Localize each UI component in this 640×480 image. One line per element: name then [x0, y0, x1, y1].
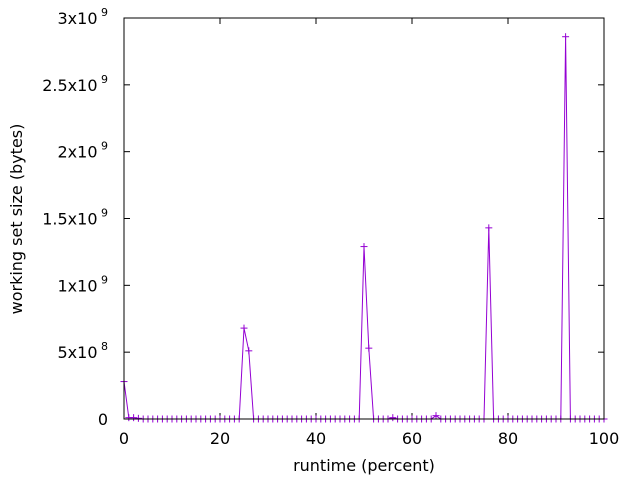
y-axis-label: working set size (bytes)	[7, 124, 26, 315]
x-tick-label: 80	[498, 429, 518, 448]
y-tick-exponent: 9	[98, 73, 109, 86]
y-tick-mantissa: 5x10	[57, 343, 97, 362]
y-tick-label: 1x10 9	[57, 273, 108, 295]
y-tick-label: 2x10 9	[57, 140, 108, 162]
data-point-marker	[134, 414, 142, 422]
y-tick-mantissa: 2x10	[57, 143, 97, 162]
y-tick-exponent: 9	[98, 207, 109, 220]
data-point-marker	[485, 224, 493, 232]
y-tick-mantissa: 1x10	[57, 276, 97, 295]
y-tick-label: 0	[98, 410, 108, 429]
y-tick-mantissa: 2.5x10	[42, 76, 97, 95]
y-tick-label: 5x10 8	[57, 340, 108, 362]
plot-border	[123, 17, 605, 420]
x-tick-label: 0	[119, 429, 129, 448]
y-tick-mantissa: 0	[98, 410, 108, 429]
x-tick-label: 20	[210, 429, 230, 448]
y-tick-label: 3x10 9	[57, 6, 108, 28]
data-point-marker	[365, 344, 373, 352]
data-point-marker	[432, 412, 440, 420]
data-point-marker	[389, 414, 397, 422]
y-tick-exponent: 9	[98, 6, 109, 19]
y-tick-exponent: 8	[98, 340, 109, 353]
x-tick-label: 60	[402, 429, 422, 448]
data-point-marker	[562, 33, 570, 41]
y-tick-label: 1.5x10 9	[42, 207, 108, 229]
y-tick-mantissa: 1.5x10	[42, 210, 97, 229]
data-point-marker	[240, 324, 248, 332]
data-point-marker	[245, 347, 253, 355]
y-tick-exponent: 9	[98, 140, 109, 153]
x-axis-label: runtime (percent)	[293, 456, 435, 475]
data-point-marker	[130, 414, 138, 422]
y-tick-label: 2.5x10 9	[42, 73, 108, 95]
y-tick-mantissa: 3x10	[57, 9, 97, 28]
x-tick-label: 100	[589, 429, 620, 448]
x-tick-label: 40	[306, 429, 326, 448]
data-point-marker	[360, 243, 368, 251]
y-tick-exponent: 9	[98, 273, 109, 286]
